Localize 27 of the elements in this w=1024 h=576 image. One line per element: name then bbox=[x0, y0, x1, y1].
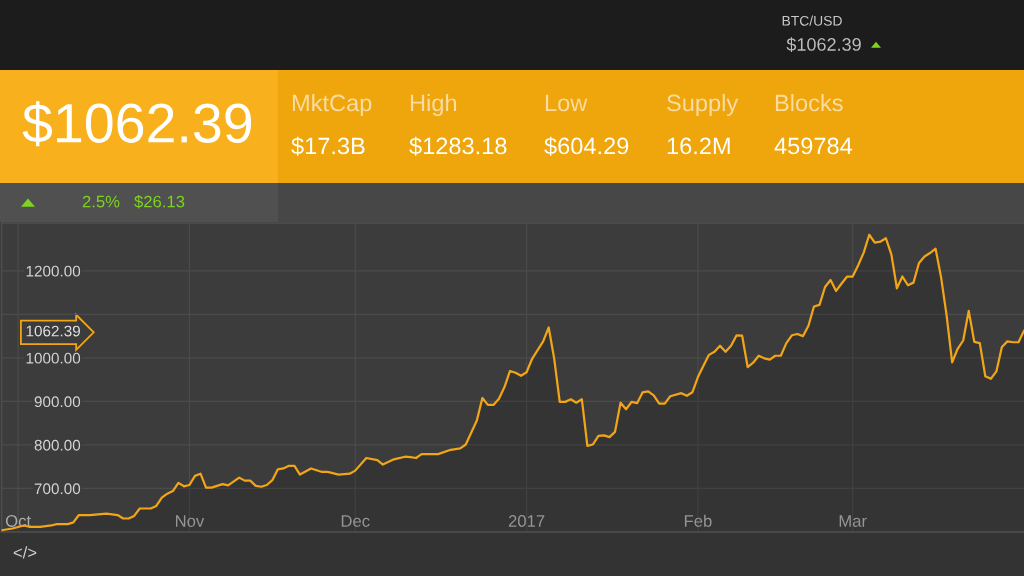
text: $1062.39 bbox=[786, 37, 861, 52]
text: $17.3B bbox=[291, 136, 365, 156]
text: Supply bbox=[667, 94, 739, 117]
text: Blocks bbox=[775, 94, 843, 112]
y-tick-label: 1062.39 bbox=[26, 325, 80, 337]
y-tick-label: 800.00 bbox=[34, 439, 81, 451]
x-tick-label: Mar bbox=[839, 515, 867, 527]
x-tick-label: Dec bbox=[341, 515, 370, 527]
text: 16.2M bbox=[667, 137, 730, 155]
text: High bbox=[410, 94, 457, 117]
text: 2.5% bbox=[82, 195, 120, 208]
text: BTC/USD bbox=[782, 15, 842, 26]
y-tick-label: 1200.00 bbox=[26, 265, 81, 277]
text: Low bbox=[545, 94, 588, 112]
text: </> bbox=[13, 546, 37, 559]
y-tick-label: 700.00 bbox=[34, 483, 81, 495]
text: MktCap bbox=[292, 94, 372, 117]
x-tick-label: Feb bbox=[684, 514, 712, 527]
x-tick-label: Nov bbox=[176, 515, 205, 527]
text: $604.29 bbox=[544, 136, 629, 156]
x-tick-label: 2017 bbox=[508, 515, 545, 527]
text: $26.13 bbox=[134, 194, 185, 209]
text: $1062.39 bbox=[22, 101, 252, 147]
y-tick-label: 900.00 bbox=[34, 396, 81, 408]
y-tick-label: 1000.00 bbox=[26, 352, 81, 364]
text: $1283.18 bbox=[409, 136, 507, 156]
text: 459784 bbox=[774, 137, 853, 155]
